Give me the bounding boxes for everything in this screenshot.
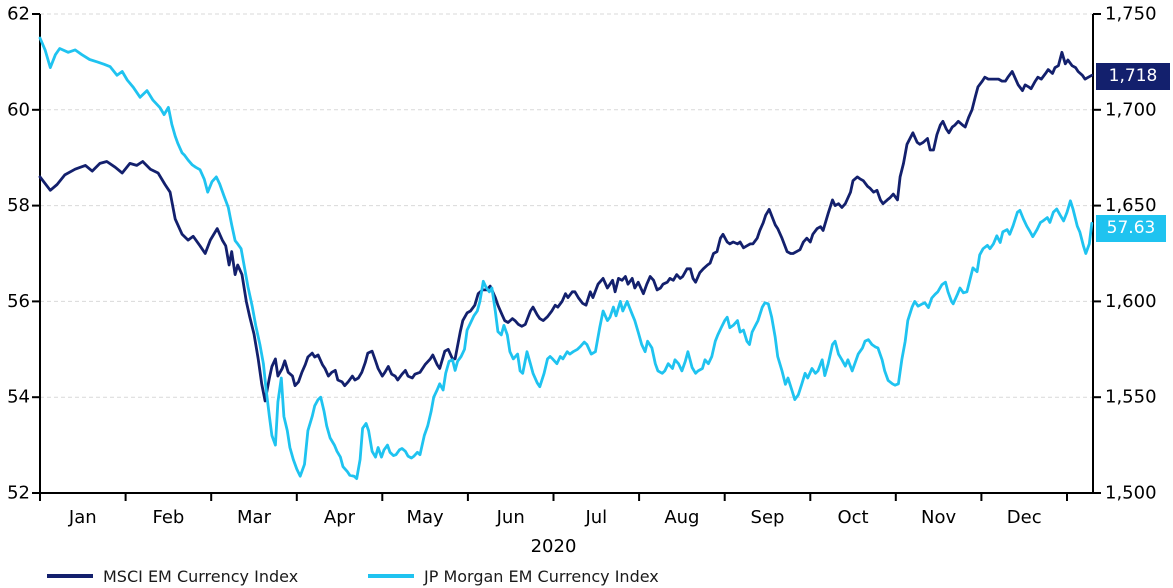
- msci-series-line: [38, 50, 1094, 403]
- right-axis-tick-label: 1,500: [1105, 483, 1157, 504]
- legend-item-msci: MSCI EM Currency Index: [47, 565, 298, 587]
- month-label: Feb: [152, 507, 184, 528]
- month-label: Jul: [584, 507, 607, 528]
- month-label: Oct: [837, 507, 868, 528]
- left-axis-tick-label: 52: [7, 483, 30, 504]
- month-label: Mar: [237, 507, 272, 528]
- left-axis-tick-label: 62: [7, 4, 30, 25]
- month-label: Nov: [921, 507, 956, 528]
- legend-item-jpmorgan: JP Morgan EM Currency Index: [368, 565, 659, 587]
- left-axis-tick-label: 60: [7, 99, 30, 120]
- left-axis-tick-label: 54: [7, 387, 30, 408]
- month-label: Jan: [68, 507, 97, 528]
- right-axis-tick-label: 1,650: [1105, 195, 1157, 216]
- jpm-series-line: [38, 36, 1094, 481]
- left-axis-tick-label: 58: [7, 195, 30, 216]
- legend-label-jpmorgan: JP Morgan EM Currency Index: [424, 566, 659, 586]
- month-label: Sep: [751, 507, 785, 528]
- legend-label-msci: MSCI EM Currency Index: [103, 566, 299, 586]
- chart-legend: MSCI EM Currency Index JP Morgan EM Curr…: [0, 565, 1173, 588]
- month-label: Jun: [496, 507, 525, 528]
- left-axis-tick-label: 56: [7, 291, 30, 312]
- right-axis-tick-label: 1,750: [1105, 4, 1157, 25]
- month-label: Dec: [1007, 507, 1042, 528]
- jpm-last-value-badge: 57.63: [1096, 215, 1166, 242]
- x-axis-year-label: 2020: [530, 536, 577, 557]
- month-label: May: [406, 507, 444, 528]
- right-axis-tick-label: 1,550: [1105, 387, 1157, 408]
- right-axis-tick-label: 1,600: [1105, 291, 1157, 312]
- right-axis-tick-label: 1,700: [1105, 99, 1157, 120]
- msci-line-swatch: [47, 574, 93, 578]
- month-label: Apr: [324, 507, 356, 528]
- month-label: Aug: [664, 507, 699, 528]
- msci-last-value-badge: 1,718: [1096, 63, 1170, 90]
- jpm-line-swatch: [368, 574, 414, 578]
